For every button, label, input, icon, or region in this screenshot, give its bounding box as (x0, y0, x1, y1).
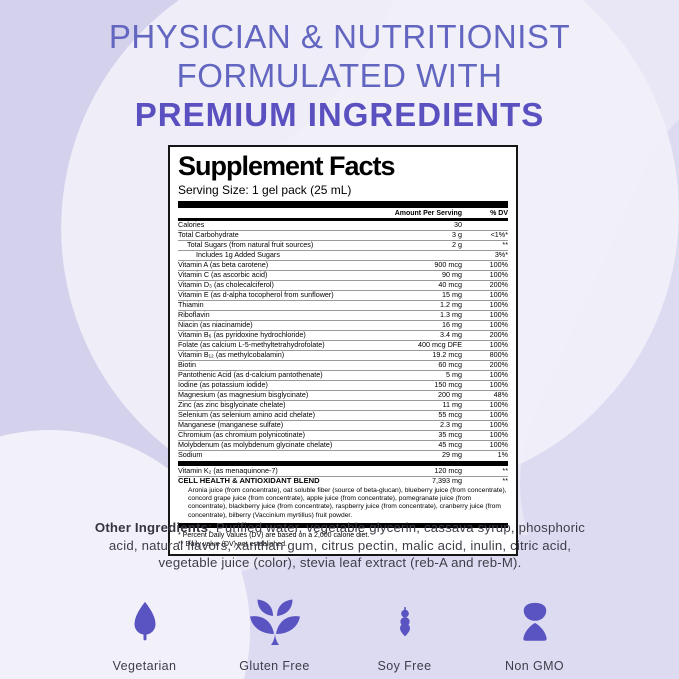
fact-row: Iodine (as potassium iodide) 150 mcg 100% (178, 379, 508, 390)
fact-row: Niacin (as niacinamide) 16 mg 100% (178, 319, 508, 330)
fact-row: Includes 1g Added Sugars 3%* (178, 249, 508, 260)
badge-gluten-free: Gluten Free (229, 598, 321, 673)
fact-row: Vitamin A (as beta carotene) 900 mcg 100% (178, 259, 508, 270)
fact-row: Vitamin C (as ascorbic acid) 90 mg 100% (178, 269, 508, 280)
badge-non-gmo: Non GMO (489, 598, 581, 673)
badge-soy-free: Soy Free (359, 598, 451, 673)
other-ingredients-label: Other Ingredients (94, 520, 209, 535)
fact-row: Molybdenum (as molybdenum glycinate chel… (178, 439, 508, 450)
fact-row: CELL HEALTH & ANTIOXIDANT BLEND 7,393 mg *… (178, 475, 508, 485)
fact-row: Vitamin B₁₂ (as methylcobalamin) 19.2 mcg… (178, 349, 508, 360)
fact-row: Pantothenic Acid (as d-calcium pantothen… (178, 369, 508, 380)
fact-row: Vitamin B₆ (as pyridoxine hydrochloride)… (178, 329, 508, 340)
badge-label: Gluten Free (239, 659, 310, 673)
fact-row: Manganese (manganese sulfate) 2.3 mg 100% (178, 419, 508, 430)
fact-row: Biotin 60 mcg 200% (178, 359, 508, 370)
attribute-badges: Vegetarian Gluten Free (0, 598, 679, 673)
fact-row: Vitamin E (as d-alpha tocopherol from su… (178, 289, 508, 300)
dna-hourglass-icon (515, 598, 555, 651)
fact-row: Total Sugars (from natural fruit sources… (178, 239, 508, 250)
column-amount: Amount Per Serving (394, 210, 462, 217)
nutrient-rows: Calories 30 Total Carbohydrate 3 g <1%* Total… (178, 221, 508, 460)
fact-row: Magnesium (as magnesium bisglycinate) 200… (178, 389, 508, 400)
fact-row: Zinc (as zinc bisglycinate chelate) 11 mg… (178, 399, 508, 410)
column-dv: % DV (490, 210, 508, 217)
badge-label: Soy Free (377, 659, 432, 673)
supplement-facts-panel: Supplement Facts Serving Size: 1 gel pac… (168, 145, 518, 557)
soybean-pod-icon (390, 598, 420, 651)
fact-row: Sodium 29 mg 1% (178, 449, 508, 460)
fact-row: Total Carbohydrate 3 g <1%* (178, 229, 508, 240)
fact-row: Folate (as calcium L-5-methyltetrahydrof… (178, 339, 508, 350)
headline-line-1: PHYSICIAN & NUTRITIONIST (108, 18, 571, 55)
fact-row: Vitamin D₃ (as cholecalciferol) 40 mcg 200… (178, 279, 508, 290)
leaf-icon (124, 598, 166, 651)
blend-description: Aronia juice (from concentrate), oat sol… (188, 486, 507, 519)
fact-row: Selenium (as selenium amino acid chelate… (178, 409, 508, 420)
serving-size: Serving Size: 1 gel pack (25 mL) (178, 183, 352, 197)
plant-leaves-icon (247, 598, 303, 651)
badge-label: Non GMO (504, 659, 565, 673)
fact-row: Vitamin K₂ (as menaquinone-7) 120 mcg ** (178, 466, 508, 476)
fact-row: Chromium (as chromium polynicotinate) 35 … (178, 429, 508, 440)
fact-row: Riboflavin 1.3 mg 100% (178, 309, 508, 320)
badge-vegetarian: Vegetarian (99, 598, 191, 673)
panel-title: Supplement Facts (178, 151, 396, 181)
other-ingredients: Other Ingredients: Purified water, veget… (90, 519, 590, 572)
divider-thick (178, 460, 508, 466)
secondary-rows: Vitamin K₂ (as menaquinone-7) 120 mcg ** CE… (178, 466, 508, 486)
headline: PHYSICIAN & NUTRITIONIST FORMULATED WITH… (0, 17, 679, 134)
divider-thick (178, 201, 508, 208)
headline-line-3: PREMIUM INGREDIENTS (134, 96, 545, 133)
headline-line-2: FORMULATED WITH (176, 57, 503, 94)
fact-row: Thiamin 1.2 mg 100% (178, 299, 508, 310)
fact-row: Calories 30 (178, 220, 462, 230)
badge-label: Vegetarian (112, 659, 177, 673)
column-header-row: Amount Per Serving % DV (178, 208, 508, 218)
